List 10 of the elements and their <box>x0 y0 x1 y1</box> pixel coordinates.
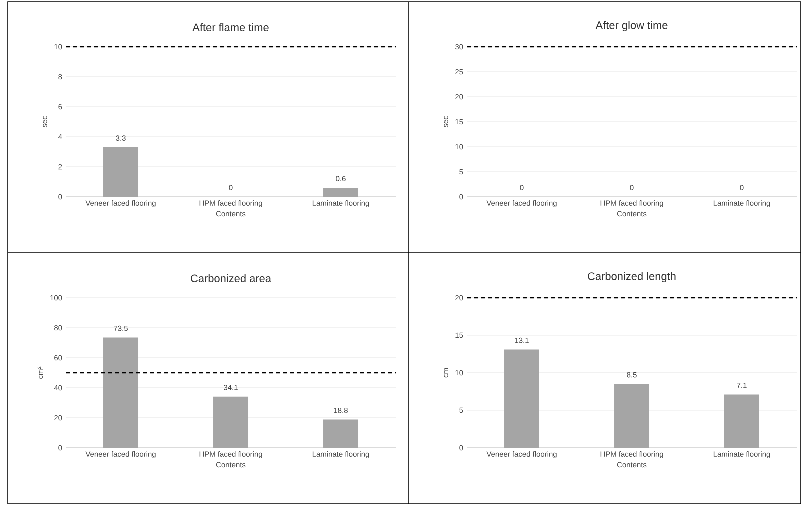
bar <box>504 350 540 448</box>
bar <box>214 396 249 448</box>
chart-title: After glow time <box>596 21 668 32</box>
bar <box>104 338 139 448</box>
bar <box>324 420 359 448</box>
bar <box>724 394 760 448</box>
bar <box>614 384 650 448</box>
chart-title: After flame time <box>192 23 269 32</box>
chart-title: Carbonized length <box>588 272 676 282</box>
chart-title: Carbonized area <box>191 274 272 282</box>
